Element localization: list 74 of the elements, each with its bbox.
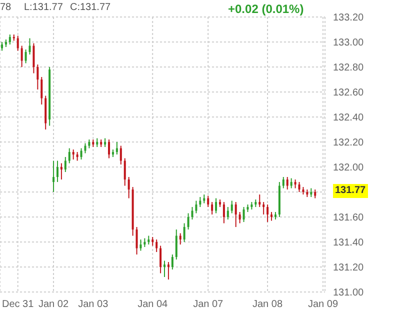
candlestick	[191, 206, 194, 220]
candlestick	[258, 194, 261, 208]
candlestick	[195, 200, 198, 214]
candlestick	[16, 35, 19, 52]
candlestick	[156, 239, 158, 252]
candlestick	[36, 64, 39, 90]
candlestick	[140, 239, 142, 252]
candlestick	[211, 202, 214, 215]
y-tick-label: 132.00	[333, 162, 364, 174]
y-tick-label: 131.40	[333, 238, 364, 249]
candlestick	[24, 49, 27, 64]
candlestick	[160, 245, 162, 274]
candlestick	[120, 145, 122, 165]
y-tick-label: 131.00	[333, 288, 364, 299]
y-tick-label: 132.20	[333, 138, 364, 149]
y-tick-label: 133.20	[333, 12, 364, 24]
candlestick	[207, 195, 210, 208]
candlestick	[171, 254, 174, 270]
candlestick	[108, 139, 110, 159]
candlestick	[282, 176, 284, 189]
y-tick-label: 131.60	[333, 212, 364, 224]
candlestick	[60, 162, 62, 180]
candlestick	[80, 148, 82, 160]
candlestick	[234, 202, 237, 228]
candlestick	[167, 262, 170, 280]
candlestick	[187, 212, 190, 230]
candlestick	[262, 202, 265, 215]
y-tick-label: 132.80	[333, 62, 364, 74]
candlestick	[52, 160, 55, 192]
candlestick	[164, 260, 166, 278]
candlestick	[116, 142, 118, 155]
candlestick	[68, 148, 70, 164]
candlestick	[20, 45, 23, 68]
x-tick-label: Jan 03	[78, 299, 109, 310]
candlestick	[72, 149, 74, 160]
text: C:131.77	[70, 2, 111, 13]
text: 131.77	[333, 184, 368, 198]
x-tick-label: Jan 08	[252, 299, 283, 310]
candlestick	[230, 200, 233, 214]
candlestick	[124, 158, 126, 186]
text: 78	[0, 2, 12, 13]
candlestick	[179, 232, 182, 245]
x-tick-label: Jan 02	[38, 299, 69, 310]
y-tick-label: 131.20	[333, 262, 364, 274]
candlestick	[175, 229, 178, 260]
candlestick	[64, 156, 66, 172]
x-tick-label: Jan 07	[193, 299, 224, 310]
candlestick	[298, 182, 300, 192]
y-tick-label: 133.00	[333, 38, 364, 49]
candlestick	[136, 226, 138, 255]
candlestick	[226, 206, 229, 220]
candlestick	[84, 142, 86, 154]
candlestick	[266, 204, 269, 222]
candlestick	[215, 198, 218, 214]
candlestick	[183, 222, 186, 242]
candlestick	[222, 202, 225, 224]
candlestick	[40, 76, 43, 105]
text: +0.02 (0.01%)	[228, 2, 304, 16]
y-tick-label: 132.60	[333, 88, 364, 99]
candlestick	[290, 178, 292, 189]
candlestick	[199, 196, 202, 208]
candlestick	[32, 42, 35, 74]
x-tick-label: Jan 09	[308, 299, 338, 310]
y-tick-label: 132.40	[333, 112, 364, 124]
candlestick	[56, 160, 58, 182]
x-tick-label: Dec 31	[2, 299, 34, 310]
candlestick	[28, 38, 31, 55]
candlestick	[128, 176, 130, 199]
text: L:131.77	[24, 2, 63, 13]
candlestick	[242, 206, 245, 222]
candlestick	[238, 212, 241, 224]
x-tick-label: Jan 04	[138, 299, 168, 310]
candlestick	[8, 34, 11, 45]
candlestick	[286, 176, 288, 190]
